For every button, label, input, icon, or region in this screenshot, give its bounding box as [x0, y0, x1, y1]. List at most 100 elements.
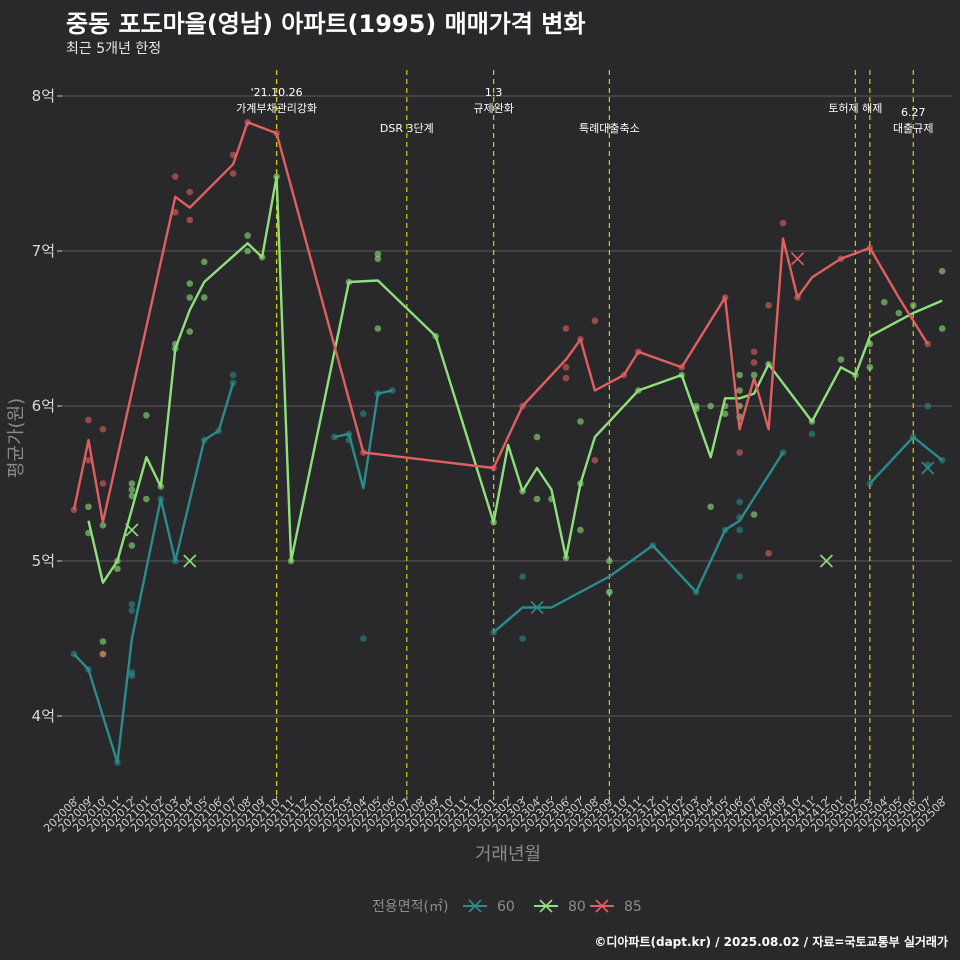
cross-marker [183, 554, 197, 568]
data-point [707, 503, 714, 511]
data-point [374, 325, 382, 332]
data-point [736, 387, 743, 394]
data-point [750, 348, 758, 356]
data-point [128, 480, 136, 487]
event-label: 1.3 [485, 86, 503, 99]
data-point [128, 492, 136, 500]
event-label: 6.27 [901, 106, 926, 119]
data-point [143, 495, 150, 503]
data-point [374, 255, 382, 263]
legend-marker-85 [595, 899, 609, 913]
data-point [229, 170, 237, 177]
data-point [938, 267, 946, 275]
legend-label-85: 85 [624, 899, 642, 915]
event-label: 가계부채관리강화 [236, 102, 317, 115]
data-point [128, 672, 136, 679]
cross-marker [790, 252, 805, 266]
y-tick-label: 7억 [32, 242, 55, 260]
data-point [765, 549, 772, 557]
data-point [736, 449, 743, 456]
data-point [519, 573, 526, 580]
data-point [331, 433, 338, 441]
x-axis-ticks: 2020082020092020102020112020122021012021… [41, 796, 948, 835]
data-point [171, 173, 179, 180]
event-label: 특례대출축소 [579, 122, 640, 135]
series-line [72, 121, 929, 524]
data-point [360, 410, 367, 418]
legend-marker-80 [539, 899, 553, 913]
data-point [128, 486, 136, 494]
cross-marker [819, 554, 834, 568]
data-point [85, 456, 92, 464]
data-point [229, 371, 237, 379]
data-point [562, 325, 570, 332]
data-point [736, 498, 743, 506]
data-point [200, 258, 208, 266]
event-label: 대출규제 [893, 122, 933, 135]
data-point [533, 495, 541, 503]
y-axis-ticks: 4억 5억 6억 7억 8억 [32, 87, 62, 725]
legend: 전용면적(㎡) 60 80 85 [372, 899, 642, 915]
y-tick-label: 8억 [32, 87, 55, 105]
series-layer [70, 119, 946, 766]
data-point [736, 371, 743, 379]
series-80 [85, 173, 946, 658]
data-point [736, 526, 743, 534]
y-tick-label: 4억 [32, 707, 55, 725]
data-point [99, 425, 107, 433]
data-point [765, 301, 772, 309]
event-label: DSR 3단계 [380, 122, 434, 135]
chart-title: 중동 포도마을(영남) 아파트(1995) 매매가격 변화 [66, 10, 586, 38]
data-point [244, 247, 251, 255]
data-point [128, 607, 136, 614]
data-point [779, 219, 787, 227]
data-point [85, 503, 92, 511]
data-point [186, 216, 194, 224]
data-point [99, 480, 107, 487]
data-point [924, 402, 932, 410]
series-line [87, 175, 943, 584]
legend-label-60: 60 [497, 899, 515, 915]
data-point [99, 522, 107, 529]
data-point [707, 402, 714, 410]
data-point [99, 650, 107, 658]
data-point [562, 374, 570, 382]
chart-subtitle: 최근 5개년 한정 [66, 41, 162, 57]
data-point [519, 635, 526, 642]
data-point [909, 301, 917, 309]
series-85 [70, 119, 932, 658]
data-point [85, 416, 92, 424]
grid-layer [62, 95, 952, 717]
event-label: '21.10.26 [251, 86, 303, 99]
data-point [866, 363, 874, 371]
data-point [128, 601, 136, 608]
data-point [186, 294, 194, 301]
data-point [577, 418, 584, 425]
series-line [73, 382, 943, 764]
data-point [374, 250, 382, 258]
data-point [244, 232, 251, 239]
data-point [750, 359, 758, 366]
event-label: 토허제 해제 [828, 101, 882, 115]
data-point [606, 588, 613, 596]
data-point [360, 635, 367, 642]
data-point [143, 412, 150, 419]
data-point [591, 456, 599, 464]
series-60 [70, 371, 946, 766]
data-point [389, 387, 396, 394]
data-point [721, 410, 729, 418]
data-point [591, 317, 599, 325]
legend-title: 전용면적(㎡) [372, 899, 448, 915]
event-label: 규제완화 [473, 102, 513, 115]
legend-label-80: 80 [568, 899, 586, 915]
data-point [186, 188, 194, 196]
data-point [736, 573, 743, 580]
data-point [895, 309, 903, 317]
data-point [70, 506, 78, 514]
data-point [808, 430, 816, 438]
data-point [186, 328, 194, 335]
data-point [186, 280, 194, 287]
x-axis-title: 거래년월 [475, 844, 541, 865]
